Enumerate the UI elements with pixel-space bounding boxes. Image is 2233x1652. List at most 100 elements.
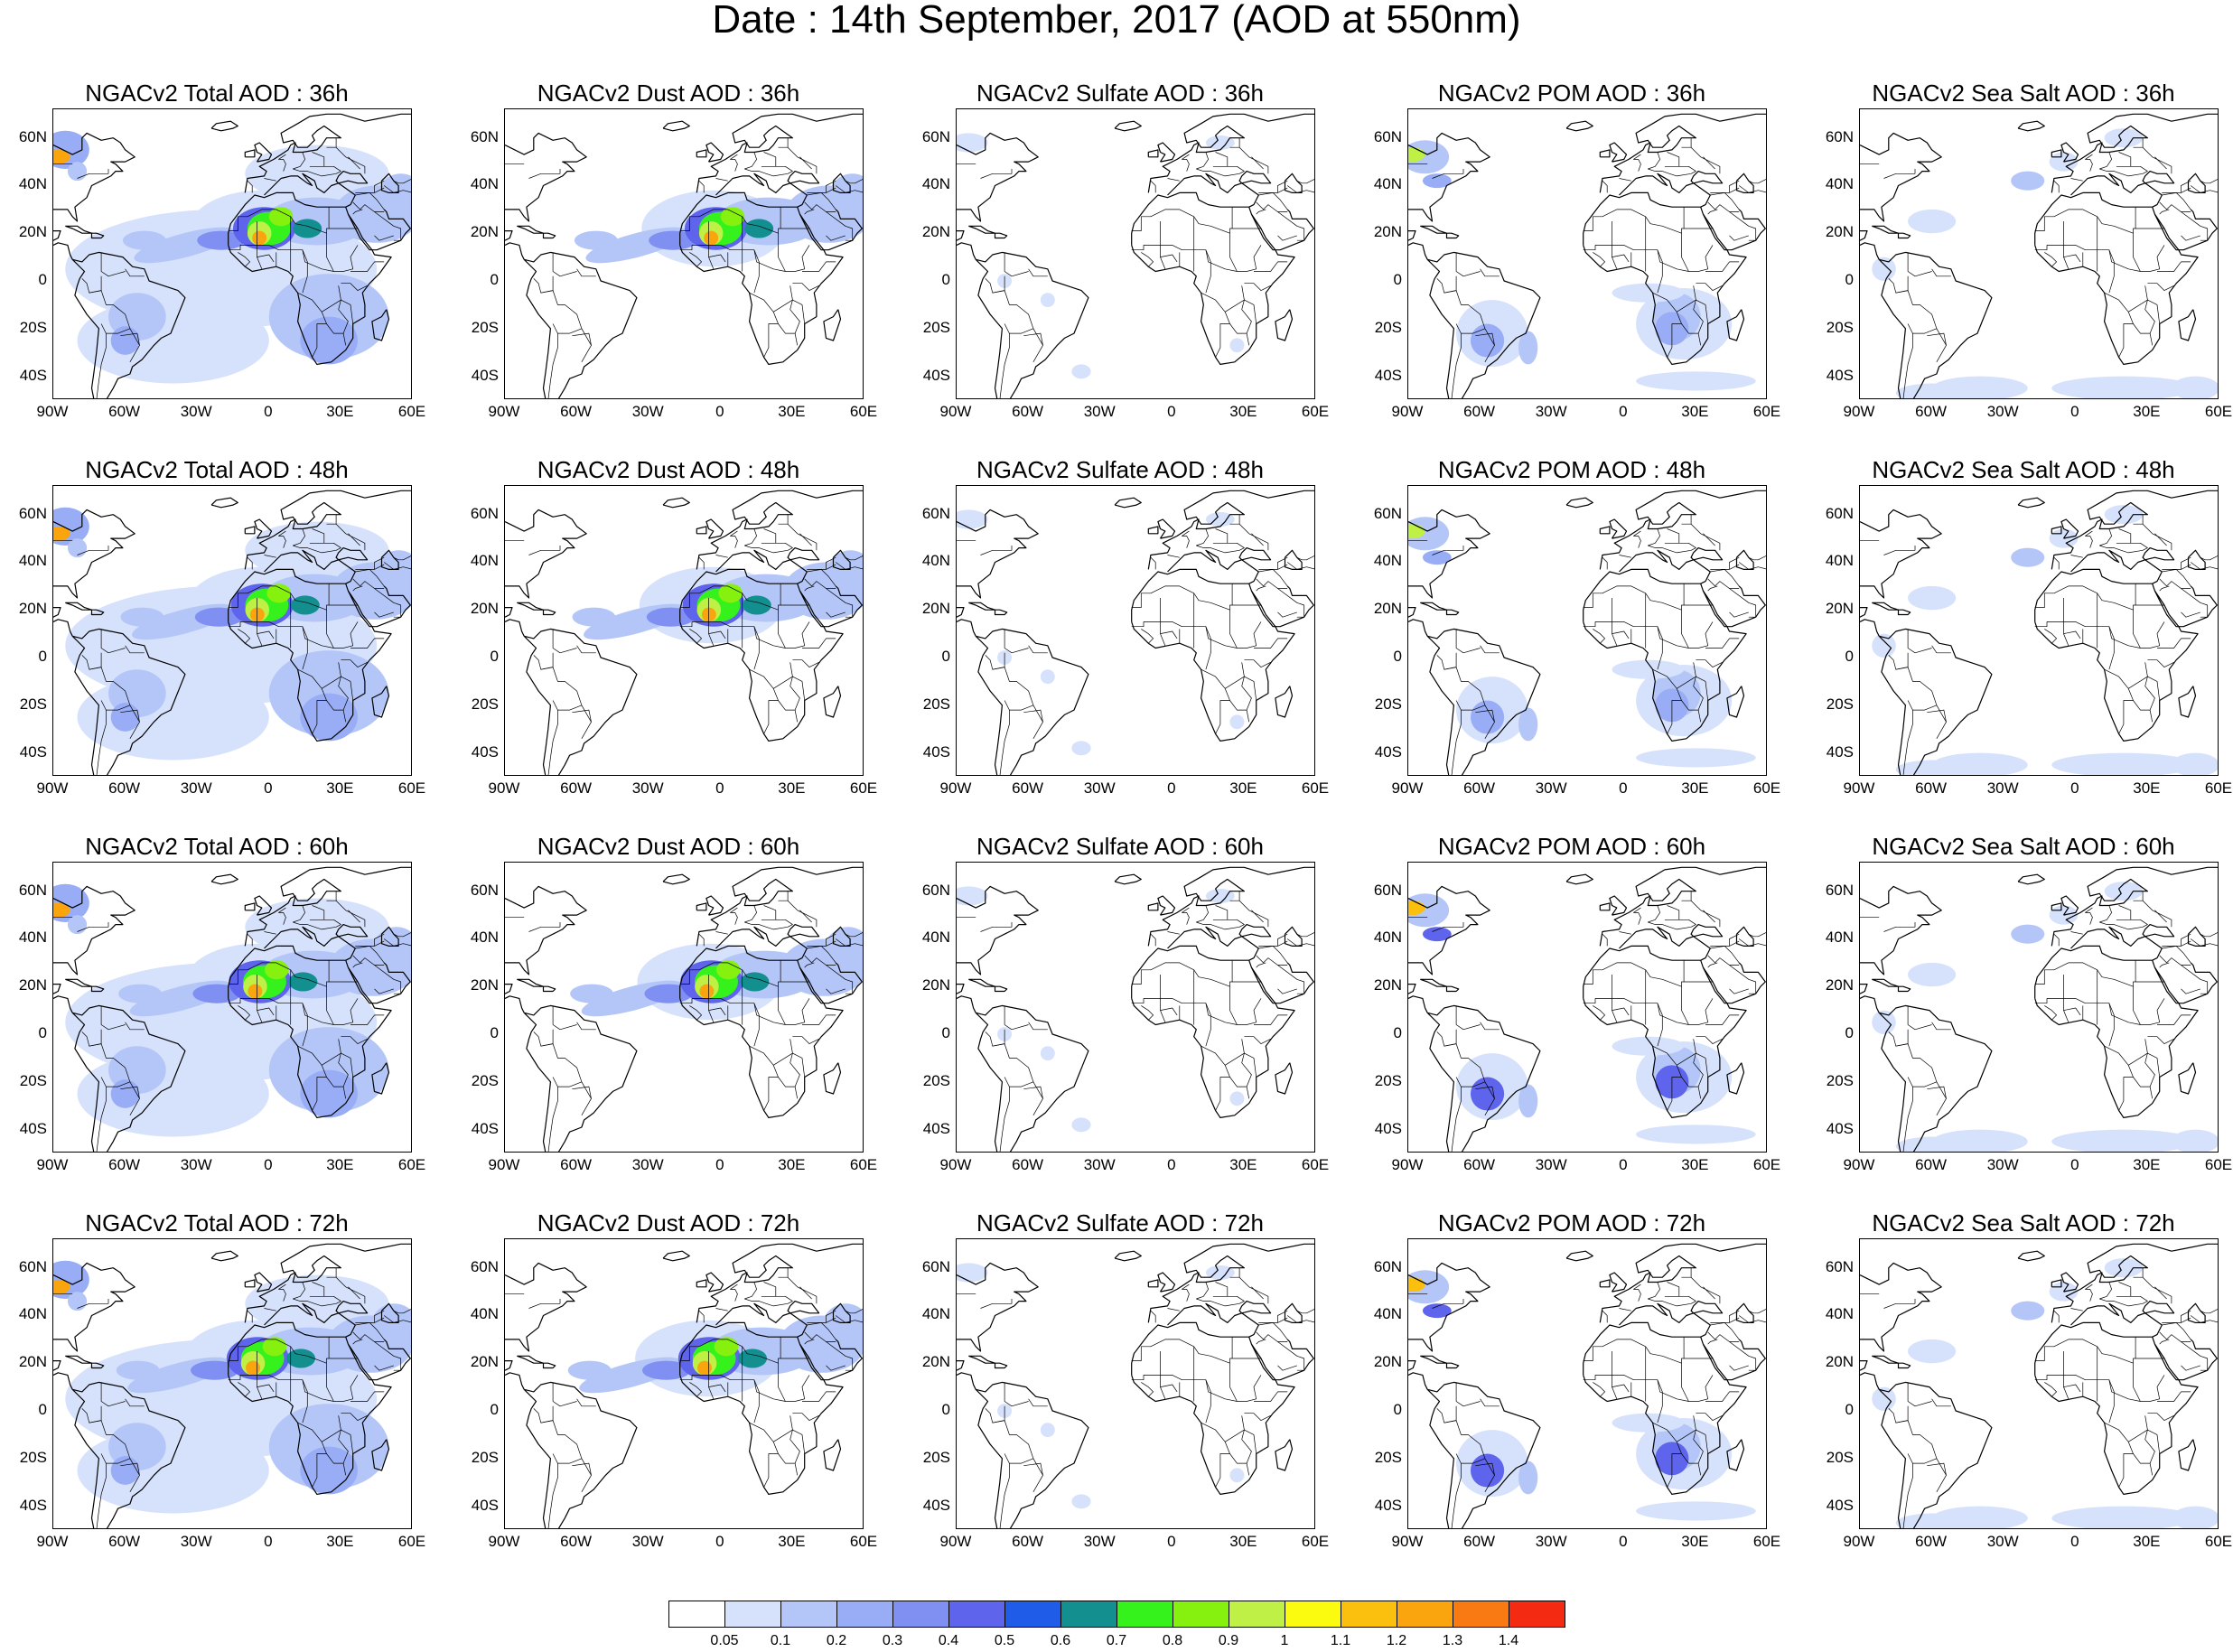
- coastline: [832, 1302, 851, 1324]
- aod-map: [505, 113, 863, 398]
- lat-tick-label: 20S: [922, 318, 950, 336]
- country-border: [1681, 900, 1721, 928]
- country-border: [1657, 1003, 1663, 1047]
- country-border: [1201, 668, 1230, 734]
- country-border: [2128, 676, 2161, 701]
- country-border: [1612, 254, 1630, 263]
- coastline: [1565, 497, 1593, 509]
- country-border: [1131, 621, 1145, 628]
- country-border: [999, 710, 1010, 775]
- lat-tick-label: 20S: [19, 1071, 47, 1089]
- country-border: [1664, 528, 1680, 544]
- panel-title: NGACv2 Total AOD : 60h: [85, 833, 349, 860]
- country-border: [393, 555, 411, 561]
- coastline: [335, 923, 369, 938]
- country-border: [1729, 180, 1740, 193]
- country-border: [1664, 1282, 1680, 1297]
- lat-tick-label: 20S: [471, 318, 499, 336]
- country-border: [792, 1413, 819, 1421]
- country-border: [2181, 1341, 2209, 1371]
- aod-contour-fill: [1205, 1265, 1235, 1280]
- country-border: [1657, 626, 1663, 670]
- country-border: [2181, 1365, 2200, 1371]
- coastline: [1735, 173, 1754, 194]
- country-border: [350, 261, 385, 272]
- coastline: [2051, 149, 2062, 158]
- country-border: [679, 245, 693, 251]
- country-border: [533, 1405, 554, 1423]
- country-border: [789, 285, 800, 346]
- country-border: [1277, 965, 1305, 994]
- coastline: [380, 1302, 399, 1324]
- lat-tick-label: 40S: [1374, 366, 1402, 384]
- coastline: [90, 609, 105, 616]
- lat-tick-label: 20S: [1374, 1448, 1402, 1466]
- country-border: [2181, 556, 2191, 570]
- lat-tick-label: 60N: [1825, 1257, 1854, 1275]
- panel-title: NGACv2 Sea Salt AOD : 48h: [1872, 456, 2175, 483]
- coastline: [1860, 132, 1942, 222]
- coastline: [1565, 873, 1593, 885]
- colorbar-swatch: [892, 1601, 949, 1628]
- country-border: [826, 235, 846, 241]
- coastline: [210, 873, 238, 885]
- lat-tick-label: 40S: [471, 1496, 499, 1514]
- lat-tick-label: 20N: [1373, 223, 1402, 241]
- aod-map: [1408, 1243, 1766, 1528]
- country-border: [2162, 564, 2191, 573]
- country-border: [799, 1286, 812, 1300]
- lon-tick-label: 30W: [1083, 779, 1116, 797]
- lon-tick-label: 90W: [939, 779, 972, 797]
- country-border: [826, 588, 854, 618]
- coastline: [244, 1279, 256, 1288]
- colorbar-swatch: [724, 1601, 781, 1628]
- country-border: [2116, 152, 2132, 167]
- aod-contour-fill: [2171, 1129, 2218, 1152]
- country-border: [1258, 187, 1288, 196]
- country-border: [708, 975, 715, 1022]
- country-border: [1612, 630, 1630, 639]
- lat-tick-label: 20N: [921, 976, 950, 994]
- aod-contour-fill: [1229, 714, 1245, 730]
- lat-tick-label: 0: [941, 271, 950, 289]
- lat-tick-label: 40N: [18, 552, 47, 570]
- lon-tick-label: 30W: [1535, 1156, 1567, 1173]
- lat-tick-label: 40S: [922, 1119, 950, 1137]
- aod-contour-fill: [2171, 376, 2218, 398]
- coastline: [787, 546, 820, 561]
- lat-tick-label: 0: [38, 1024, 47, 1042]
- coastline: [2070, 926, 2163, 961]
- country-border: [576, 645, 596, 654]
- country-border: [2099, 1282, 2112, 1300]
- country-border: [1907, 629, 1932, 654]
- lat-tick-label: 40N: [470, 929, 499, 947]
- country-border: [352, 578, 385, 589]
- aod-map: [957, 113, 1314, 398]
- country-border: [1028, 645, 1048, 654]
- lat-tick-label: 20N: [1825, 223, 1854, 241]
- country-border: [1150, 933, 1156, 947]
- figure-title: Date : 14th September, 2017 (AOD at 550n…: [712, 0, 1521, 42]
- country-border: [369, 192, 385, 210]
- country-border: [1229, 323, 1247, 334]
- country-border: [2133, 1077, 2151, 1087]
- country-border: [2034, 207, 2136, 234]
- aod-contour-fill: [2011, 1301, 2045, 1321]
- country-border: [692, 998, 810, 1025]
- lat-tick-label: 0: [490, 271, 499, 289]
- coastline: [1284, 926, 1303, 947]
- country-border: [804, 585, 815, 592]
- coastline: [71, 251, 186, 398]
- lat-tick-label: 20N: [1825, 976, 1854, 994]
- country-border: [1681, 146, 1721, 174]
- country-border: [708, 221, 715, 269]
- coastline: [2178, 1439, 2197, 1471]
- coastline: [542, 609, 556, 616]
- country-border: [2116, 905, 2132, 920]
- country-border: [100, 629, 126, 654]
- map-panel-total-36h: NGACv2 Total AOD : 36h 60N 40N 20N 0 20S 40S 90…: [0, 79, 434, 423]
- coastline: [1609, 1272, 1628, 1293]
- country-border: [1710, 564, 1740, 573]
- coastline: [2187, 926, 2206, 947]
- country-border: [2190, 185, 2218, 193]
